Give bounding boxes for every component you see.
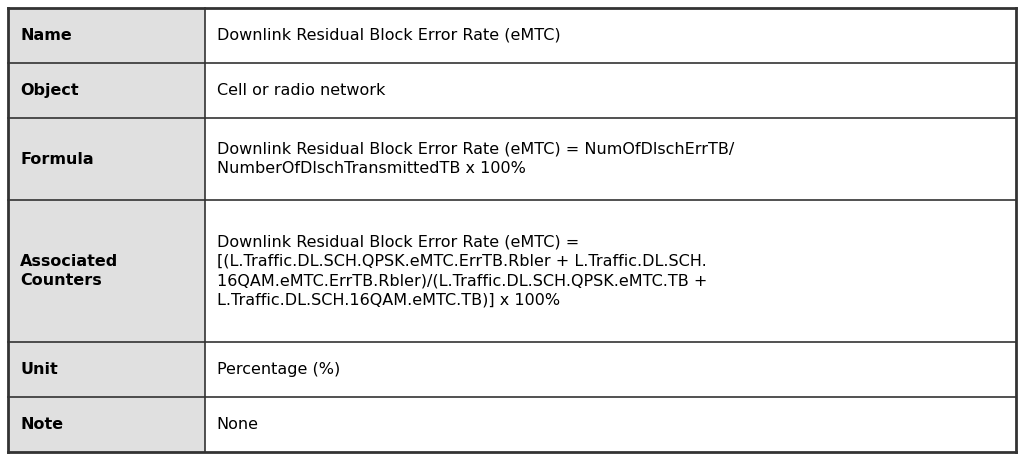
Bar	[205, 200, 1016, 342]
Text: Formula: Formula	[20, 151, 93, 167]
Text: Object: Object	[20, 83, 79, 98]
Text: None: None	[216, 417, 258, 432]
Text: Note: Note	[20, 417, 63, 432]
Text: Percentage (%): Percentage (%)	[216, 362, 340, 377]
Bar	[8, 397, 205, 452]
Bar	[205, 63, 1016, 118]
Text: Downlink Residual Block Error Rate (eMTC): Downlink Residual Block Error Rate (eMTC…	[216, 28, 560, 43]
Text: Name: Name	[20, 28, 72, 43]
Bar	[8, 118, 205, 200]
Bar	[8, 342, 205, 397]
Bar	[8, 63, 205, 118]
Text: Unit: Unit	[20, 362, 57, 377]
Bar	[205, 8, 1016, 63]
Text: Downlink Residual Block Error Rate (eMTC) =
[(L.Traffic.DL.SCH.QPSK.eMTC.ErrTB.R: Downlink Residual Block Error Rate (eMTC…	[216, 235, 707, 307]
Bar	[205, 118, 1016, 200]
Bar	[8, 8, 205, 63]
Bar	[205, 342, 1016, 397]
Text: Cell or radio network: Cell or radio network	[216, 83, 385, 98]
Text: Associated
Counters: Associated Counters	[20, 254, 118, 288]
Bar	[8, 200, 205, 342]
Text: Downlink Residual Block Error Rate (eMTC) = NumOfDlschErrTB/
NumberOfDlschTransm: Downlink Residual Block Error Rate (eMTC…	[216, 142, 734, 176]
Bar	[205, 397, 1016, 452]
